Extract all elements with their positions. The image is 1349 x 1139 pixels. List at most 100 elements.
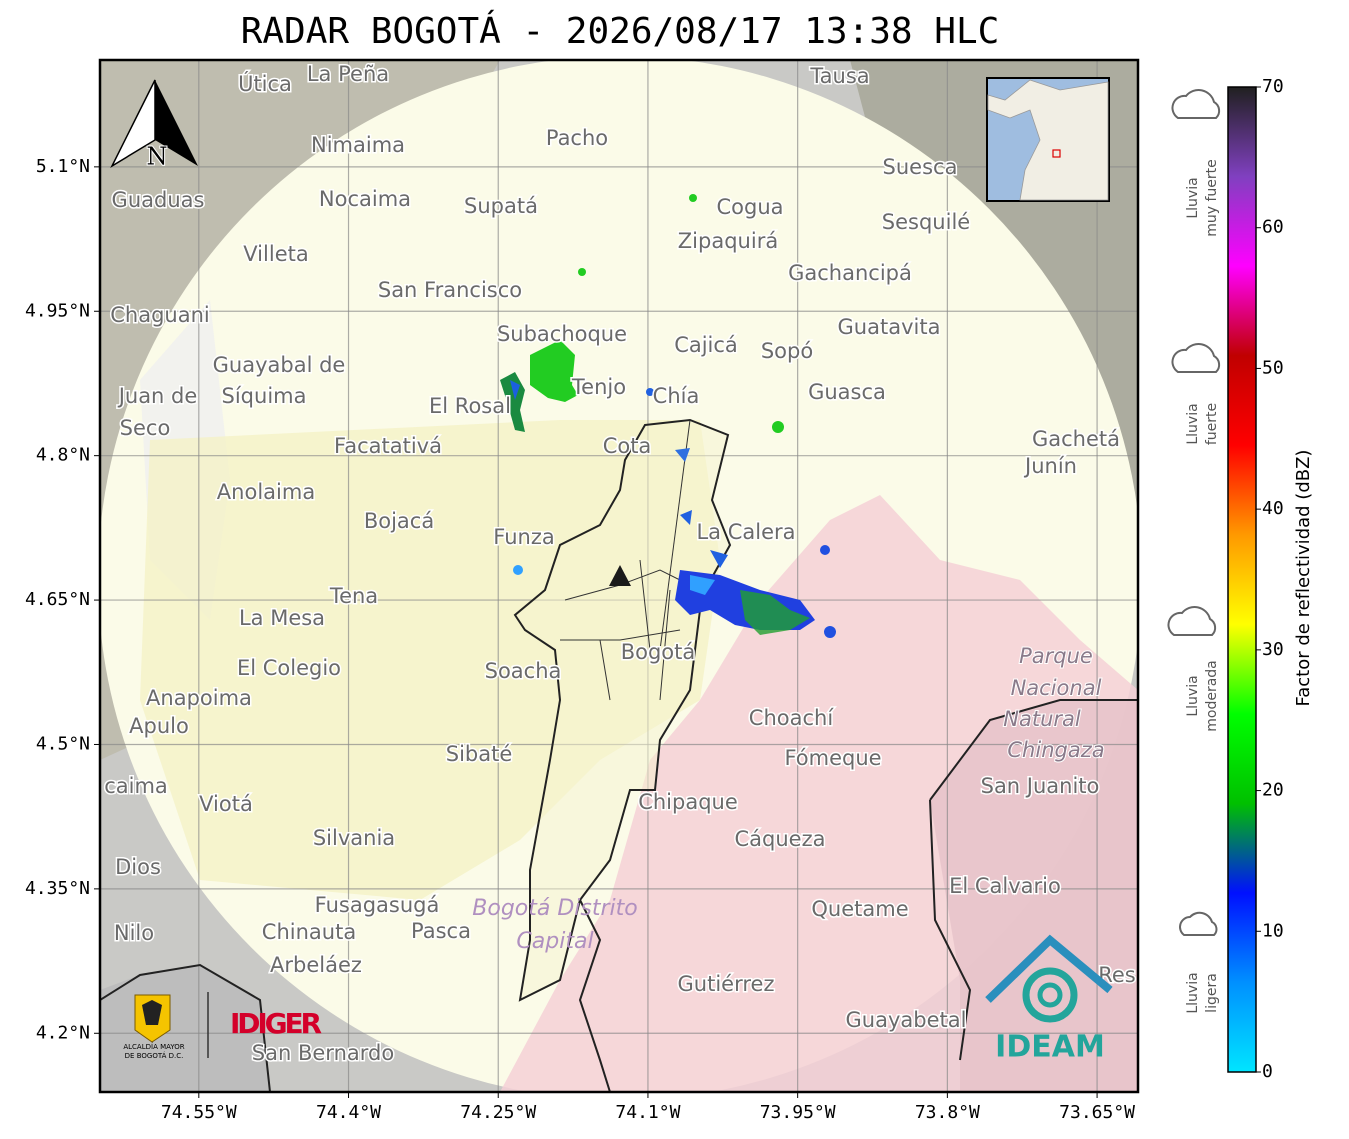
place-label: San Francisco — [378, 278, 522, 302]
place-label: Síquima — [222, 384, 307, 408]
colorbar-scale — [1227, 86, 1257, 1073]
place-label: Cáqueza — [735, 827, 826, 851]
echo — [690, 575, 715, 595]
place-label: El Calvario — [949, 874, 1061, 898]
place-label: Guatavita — [838, 315, 941, 339]
echo — [710, 550, 728, 568]
place-label: Quetame — [811, 897, 908, 921]
place-label: Dios — [115, 855, 161, 879]
place-label: Guasca — [808, 380, 886, 404]
place-label: caima — [104, 774, 168, 798]
colorbar-label: Factor de reflectividad (dBZ) — [1293, 450, 1314, 707]
north-arrow-right — [155, 80, 198, 166]
x-tick-label: 74.55°W — [161, 1102, 237, 1123]
place-label: Guaduas — [112, 188, 205, 212]
park-label: Chingaza — [1007, 738, 1104, 762]
rain-label: fuerte — [1204, 403, 1220, 445]
place-label: Bogotá — [621, 640, 696, 664]
title: RADAR BOGOTÁ - 2026/08/17 13:38 HLC — [241, 10, 1000, 52]
place-label: Chipaque — [638, 790, 738, 814]
inset-land — [987, 79, 1109, 201]
place-label: Sesquilé — [882, 210, 970, 234]
place-label: Choachí — [749, 706, 835, 730]
place-label: Cogua — [716, 195, 783, 219]
ideam-swirl — [1022, 967, 1078, 1023]
y-tick-label: 4.95°N — [25, 300, 90, 321]
y-tick-label: 4.8°N — [36, 445, 90, 466]
y-tick-label: 4.2°N — [36, 1022, 90, 1043]
radar-site — [609, 565, 631, 586]
echo — [824, 626, 836, 638]
map: La Peña Útica Tausa Nimaima Pacho Guadua… — [100, 60, 1138, 1092]
rain-label: muy fuerte — [1204, 159, 1220, 237]
place-label: Suesca — [883, 155, 958, 179]
place-label: Fusagasugá — [315, 893, 440, 917]
ideam-roof — [985, 934, 1113, 1003]
rain-label: Lluvia — [1185, 972, 1201, 1013]
place-label: Seco — [120, 416, 171, 440]
place-label: San Bernardo — [252, 1041, 394, 1065]
rain-icons — [1167, 89, 1221, 936]
colorbar-tick-label: 10 — [1262, 920, 1284, 941]
echo — [680, 510, 692, 525]
y-tick-label: 4.5°N — [36, 733, 90, 754]
region — [930, 700, 1138, 1092]
colorbar-tick-label: 40 — [1262, 498, 1284, 519]
x-tick-label: 73.65°W — [1059, 1102, 1135, 1123]
place-label: Gachancipá — [788, 261, 912, 285]
place-labels: La Peña Útica Tausa Nimaima Pacho Guadua… — [103, 61, 1138, 1067]
colorbar-tick-label: 0 — [1262, 1061, 1273, 1082]
place-label: Tena — [329, 584, 378, 608]
bogota-boundary — [513, 418, 732, 1002]
place-label: Nocaima — [319, 187, 411, 211]
place-label: Tenjo — [571, 375, 626, 399]
alcaldia-eagle — [142, 1000, 162, 1025]
place-label: Junín — [1023, 454, 1077, 478]
echo — [513, 565, 523, 575]
place-label: Subachoque — [497, 322, 627, 346]
park-label: Nacional — [1011, 676, 1102, 700]
colorbar-tick-label: 20 — [1262, 780, 1284, 801]
place-label: Chaguani — [110, 303, 210, 327]
place-label: Chinauta — [262, 920, 356, 944]
place-label: Chía — [653, 384, 700, 408]
colorbar-tick-label: 50 — [1262, 357, 1284, 378]
park-label: Parque — [1019, 644, 1093, 668]
colorbar-tick-label: 70 — [1262, 76, 1284, 97]
x-tick-label: 74.25°W — [460, 1102, 536, 1123]
logo-alcaldia: ALCALDÍA MAYOR DE BOGOTÁ D.C. IDIGER — [123, 992, 322, 1060]
rain-label: Lluvia — [1185, 177, 1201, 218]
place-label: El Rosal — [429, 394, 511, 418]
cloud-icon — [1167, 606, 1217, 636]
alcaldia-text: DE BOGOTÁ D.C. — [125, 1051, 184, 1060]
inset-map — [986, 77, 1110, 202]
place-label: Fómeque — [784, 746, 881, 770]
axis-ticks: 74.55°W 74.4°W 74.25°W 74.1°W 73.95°W 73.8°W 7… — [25, 156, 1135, 1123]
radar-echoes — [500, 194, 836, 638]
echo — [740, 590, 810, 635]
place-label: Anolaima — [217, 480, 315, 504]
rain-label: moderada — [1204, 660, 1220, 732]
place-label: Arbeláez — [270, 953, 362, 977]
y-tick-label: 5.1°N — [36, 156, 90, 177]
place-label: San Juanito — [981, 774, 1100, 798]
place-label: Tausa — [809, 64, 869, 88]
admin-boundary — [100, 699, 1138, 1092]
place-label: Sopó — [761, 339, 813, 363]
y-tick-label: 4.35°N — [25, 878, 90, 899]
ideam-swirl — [1037, 982, 1063, 1008]
place-label: Soacha — [485, 659, 562, 683]
place-label: Cota — [603, 434, 652, 458]
y-tick-label: 4.65°N — [25, 589, 90, 610]
place-label: Nilo — [114, 921, 154, 945]
echo — [820, 545, 830, 555]
echo — [675, 448, 690, 462]
echo — [578, 268, 586, 276]
place-label: Guayabal de — [213, 353, 346, 377]
place-label: Viotá — [199, 792, 253, 816]
place-label: Villeta — [243, 242, 308, 266]
place-label: Sibaté — [446, 742, 513, 766]
x-tick-label: 74.4°W — [316, 1102, 381, 1123]
logo-ideam: IDEAM — [985, 934, 1113, 1065]
